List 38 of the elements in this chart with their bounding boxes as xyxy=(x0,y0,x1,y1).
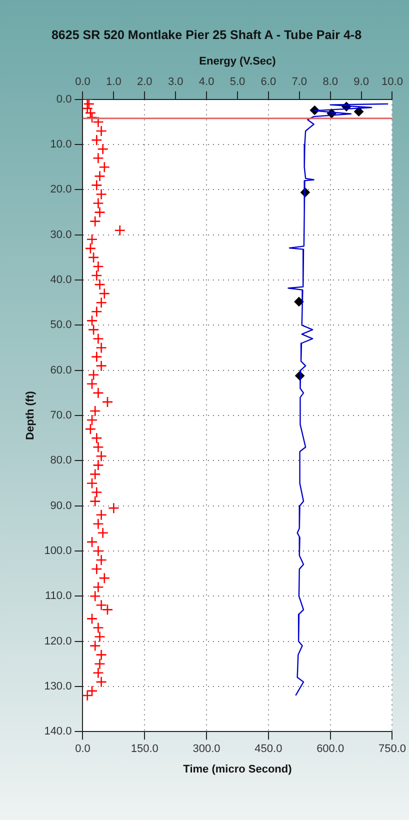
x2-tick-label: 6.0 xyxy=(260,76,276,88)
x2-tick-label: 5.0 xyxy=(230,76,246,88)
point xyxy=(354,106,364,116)
y-tick-label: 60.0 xyxy=(50,364,72,376)
y-tick-label: 130.0 xyxy=(44,680,72,692)
x-axis-title: Time (micro Second) xyxy=(183,763,292,776)
point xyxy=(294,297,304,306)
y-tick-label: 90.0 xyxy=(50,500,72,512)
x-tick-label: 0.0 xyxy=(75,743,90,756)
x-tick-label: 300.0 xyxy=(192,743,220,756)
x2-tick-label: 1.0 xyxy=(106,76,122,88)
y-tick-label: 30.0 xyxy=(50,228,72,241)
y-tick-label: 110.0 xyxy=(45,590,72,602)
y-tick-label: 70.0 xyxy=(50,410,72,422)
x-tick-label: 150.0 xyxy=(130,743,158,756)
x2-tick-label: 0.0 xyxy=(75,76,90,88)
x-tick-label: 450.0 xyxy=(254,743,282,756)
x-tick-label: 600.0 xyxy=(316,743,344,756)
y-tick-label: 0.0 xyxy=(56,93,72,106)
y-tick-label: 50.0 xyxy=(50,319,72,332)
y-tick-label: 140.0 xyxy=(44,726,72,738)
y-tick-label: 100.0 xyxy=(44,545,72,558)
y-tick-label: 20.0 xyxy=(50,184,72,196)
x2-tick-label: 2.0 xyxy=(136,76,152,88)
x2-axis-title: Energy (V.Sec) xyxy=(199,56,276,68)
y-tick-label: 40.0 xyxy=(50,274,72,286)
x2-tick-label: 4.0 xyxy=(198,76,214,88)
x2-tick-label: 3.0 xyxy=(168,76,184,88)
y-tick-label: 80.0 xyxy=(50,454,72,467)
y-tick-label: 10.0 xyxy=(50,138,72,151)
x-tick-label: 750.0 xyxy=(378,743,406,756)
x2-tick-label: 10.0 xyxy=(382,76,403,88)
y-axis-title: Depth (ft) xyxy=(24,390,37,440)
x2-tick-label: 8.0 xyxy=(322,76,338,88)
x2-tick-label: 9.0 xyxy=(354,76,369,88)
y-tick-label: 120.0 xyxy=(44,635,72,648)
chart-title: 8625 SR 520 Montlake Pier 25 Shaft A - Tube Pair 4-8 xyxy=(51,28,362,42)
x2-tick-label: 7.0 xyxy=(292,76,308,88)
